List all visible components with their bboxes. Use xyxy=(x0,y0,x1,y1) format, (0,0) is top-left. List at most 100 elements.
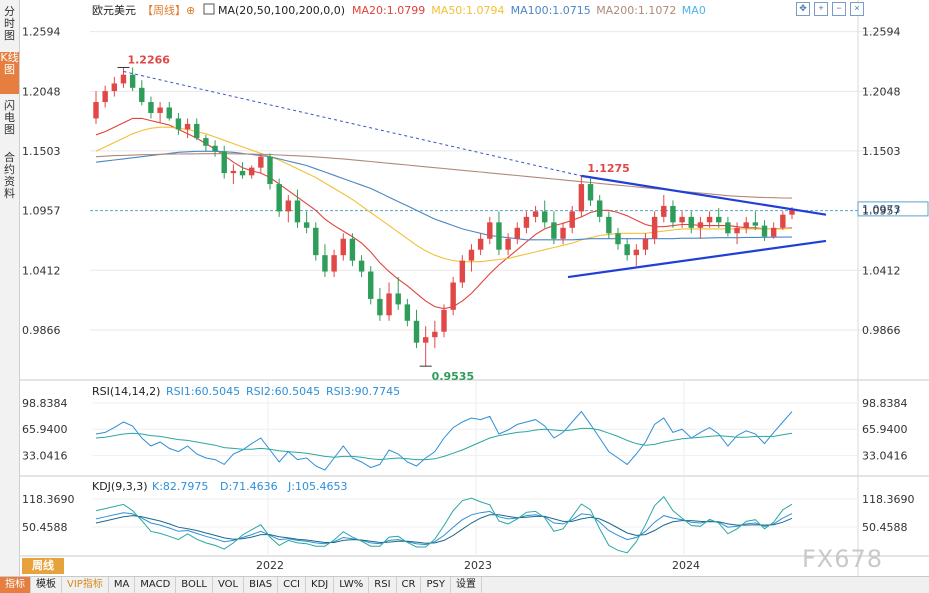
candle-body xyxy=(615,233,621,245)
candle-body xyxy=(422,337,429,343)
y-tick-label-right: 1.0957 xyxy=(862,205,901,218)
indicator-bar: 指标 模板 VIP指标 MA MACD BOLL VOL BIAS CCI KDJ LW% RSI CR… xyxy=(0,576,929,593)
candle-body xyxy=(432,331,438,338)
kdj-line-k xyxy=(95,510,793,546)
high-label-1: 1.2266 xyxy=(127,53,170,66)
rsi-signal-line xyxy=(95,427,793,461)
left-tab-bar: 分时图 K线图 闪电图 合约资料 xyxy=(0,0,20,576)
candle-body xyxy=(551,222,557,239)
tab-label: 分时图 xyxy=(4,5,15,42)
y-tick-label-left: 1.0412 xyxy=(22,264,61,277)
rsi3-value: RSI3:90.7745 xyxy=(326,385,400,398)
candle-body xyxy=(313,227,319,256)
period-button[interactable]: 周线 xyxy=(22,558,64,574)
moving-average-lines xyxy=(95,117,793,310)
indicator-tab-13[interactable]: PSY xyxy=(421,577,451,593)
kdj-tick-right: 118.3690 xyxy=(862,493,915,506)
candle-body xyxy=(633,249,640,256)
y-tick-label-left: 1.2048 xyxy=(22,85,61,98)
close-icon[interactable]: × xyxy=(850,2,864,16)
candle-body xyxy=(276,184,282,212)
chart-canvas[interactable]: 1.2266 1.1275 0.9535 1.0973 98.8384 98.8384 6… xyxy=(0,0,929,576)
ma-settings-icon[interactable] xyxy=(203,3,215,15)
candle-body xyxy=(642,238,649,250)
candle-body xyxy=(267,156,273,185)
candle-body xyxy=(322,255,328,272)
x-tick-label: 2022 xyxy=(256,559,284,572)
last-price-box xyxy=(857,201,929,217)
candle-body xyxy=(651,216,658,239)
indicator-tab-5[interactable]: BOLL xyxy=(176,577,213,593)
zoom-out-icon[interactable]: − xyxy=(832,2,846,16)
zoom-in-icon[interactable]: + xyxy=(814,2,828,16)
candle-body xyxy=(734,227,740,234)
dashed-resistance-line xyxy=(123,70,582,177)
candle-body xyxy=(368,271,374,299)
indicator-tab-2[interactable]: VIP指标 xyxy=(62,577,109,593)
candle-body xyxy=(743,222,749,228)
candle-body xyxy=(578,184,585,212)
candle-body xyxy=(569,211,575,228)
tab-kline[interactable]: K线图 xyxy=(0,52,19,94)
indicator-tab-7[interactable]: BIAS xyxy=(244,577,279,593)
candle-body xyxy=(725,222,731,234)
y-tick-label-left: 1.1503 xyxy=(22,145,61,158)
ma-legend-item: MA0 xyxy=(682,4,706,17)
candle-body xyxy=(606,216,612,234)
ma-line-ma50 xyxy=(95,126,793,263)
candle-body xyxy=(303,222,310,228)
high-label-2: 1.1275 xyxy=(587,162,629,175)
indicator-tab-14[interactable]: 设置 xyxy=(451,577,482,593)
candle-body xyxy=(697,222,704,228)
candle-body xyxy=(230,170,237,174)
candle-body xyxy=(120,74,127,84)
indicator-tab-6[interactable]: VOL xyxy=(213,577,245,593)
candle-body xyxy=(496,222,502,250)
candle-body xyxy=(111,83,118,92)
x-tick-label: 2023 xyxy=(464,559,492,572)
indicator-tab-10[interactable]: LW% xyxy=(334,577,370,593)
ma-legend: MA20:1.0799 MA50:1.0794 MA100:1.0715 MA200:… xyxy=(352,4,706,17)
candle-body xyxy=(221,151,227,174)
candle-body xyxy=(331,255,337,272)
indicator-tab-1[interactable]: 模板 xyxy=(31,577,62,593)
candle-body xyxy=(670,205,676,223)
candlestick-series xyxy=(93,67,795,367)
period-tag: 【周线】 xyxy=(142,3,186,17)
candle-body xyxy=(294,200,301,223)
chart-grid xyxy=(20,0,929,576)
rsi-tick-left: 98.8384 xyxy=(22,397,68,410)
candle-body xyxy=(404,304,411,321)
ma-legend-item: MA200:1.1072 xyxy=(596,4,676,17)
candle-body xyxy=(386,293,392,316)
y-tick-label-right: 1.0412 xyxy=(862,264,901,277)
indicator-tab-8[interactable]: CCI xyxy=(278,577,307,593)
indicator-tab-4[interactable]: MACD xyxy=(135,577,177,593)
tab-contract-info[interactable]: 合约资料 xyxy=(0,152,19,210)
ma-line-ma200 xyxy=(95,153,793,199)
y-tick-label-right: 1.2594 xyxy=(862,26,901,39)
indicator-tab-12[interactable]: CR xyxy=(397,577,422,593)
indicator-tab-3[interactable]: MA xyxy=(109,577,136,593)
crosshair-icon[interactable]: ✥ xyxy=(796,2,810,16)
rsi-line xyxy=(95,410,793,471)
candle-body xyxy=(542,211,548,223)
candle-body xyxy=(514,227,520,239)
candle-body xyxy=(450,282,456,310)
settings-gear-icon[interactable]: ⊕ xyxy=(186,5,195,17)
trendlines xyxy=(123,70,827,279)
ma-line-ma100 xyxy=(95,150,792,241)
indicator-tab-11[interactable]: RSI xyxy=(369,577,397,593)
x-tick-label: 2024 xyxy=(672,559,700,572)
candle-body xyxy=(139,87,145,103)
kdj-tick-left: 118.3690 xyxy=(22,493,75,506)
indicator-tab-9[interactable]: KDJ xyxy=(306,577,335,593)
rsi-tick-right: 33.0416 xyxy=(862,450,908,463)
indicator-tab-0[interactable]: 指标 xyxy=(0,577,31,593)
price-annotations: 1.2266 1.1275 0.9535 1.0973 xyxy=(117,53,929,383)
candle-body xyxy=(129,74,136,88)
tab-time-share[interactable]: 分时图 xyxy=(0,6,19,46)
tab-flash[interactable]: 闪电图 xyxy=(0,100,19,144)
chart-toolbar: ✥ + − × xyxy=(796,2,864,16)
candle-body xyxy=(716,216,722,223)
